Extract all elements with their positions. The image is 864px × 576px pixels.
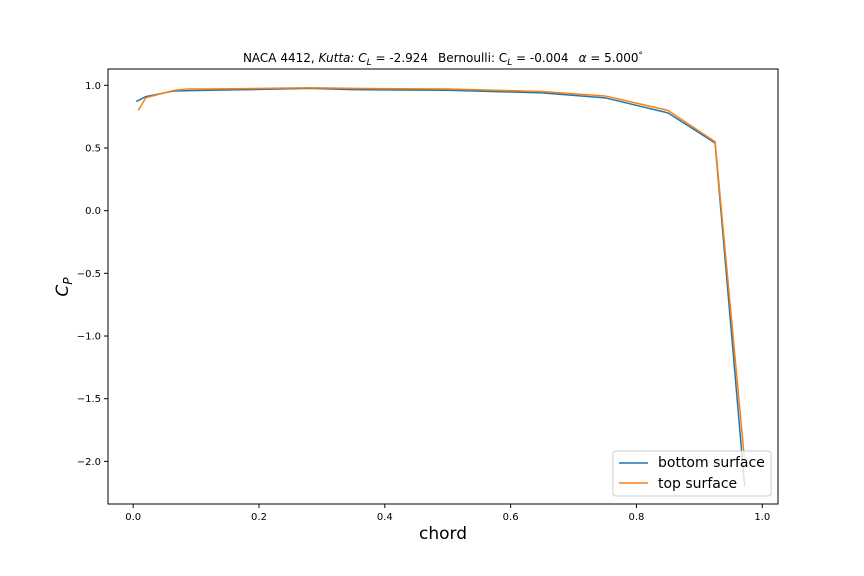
legend-box (612, 450, 772, 497)
x-axis-label: chord (419, 524, 467, 544)
y-tick-label: −0.5 (77, 269, 101, 280)
series-layer (135, 87, 746, 487)
legend-label-bottom-surface: bottom surface (658, 455, 765, 471)
series-line-top-surface (137, 87, 746, 462)
legend: bottom surface top surface (612, 450, 772, 497)
x-tick-label: 0.8 (628, 512, 644, 523)
y-tick-label: −2.0 (77, 457, 101, 468)
y-axis-ticks: 1.0 0.5 0.0 −0.5 −1.0 −1.5 −2.0 (77, 81, 108, 468)
x-tick-label: 0.4 (377, 512, 393, 523)
y-tick-label: 1.0 (85, 81, 101, 92)
legend-label-top-surface: top surface (658, 476, 737, 492)
y-tick-label: −1.5 (77, 394, 101, 405)
x-tick-label: 1.0 (754, 512, 770, 523)
y-tick-label: 0.5 (85, 143, 101, 154)
y-axis-label: CP (53, 277, 75, 297)
x-axis-ticks: 0.0 0.2 0.4 0.6 0.8 1.0 (125, 504, 770, 523)
x-tick-label: 0.0 (125, 512, 141, 523)
x-tick-label: 0.2 (251, 512, 267, 523)
plot-area-frame (107, 68, 779, 505)
y-tick-label: −1.0 (77, 332, 101, 343)
x-tick-label: 0.6 (503, 512, 519, 523)
chart-title: NACA 4412, Kutta: CL = -2.924 Bernoulli: … (243, 51, 643, 68)
y-tick-label: 0.0 (85, 206, 101, 217)
